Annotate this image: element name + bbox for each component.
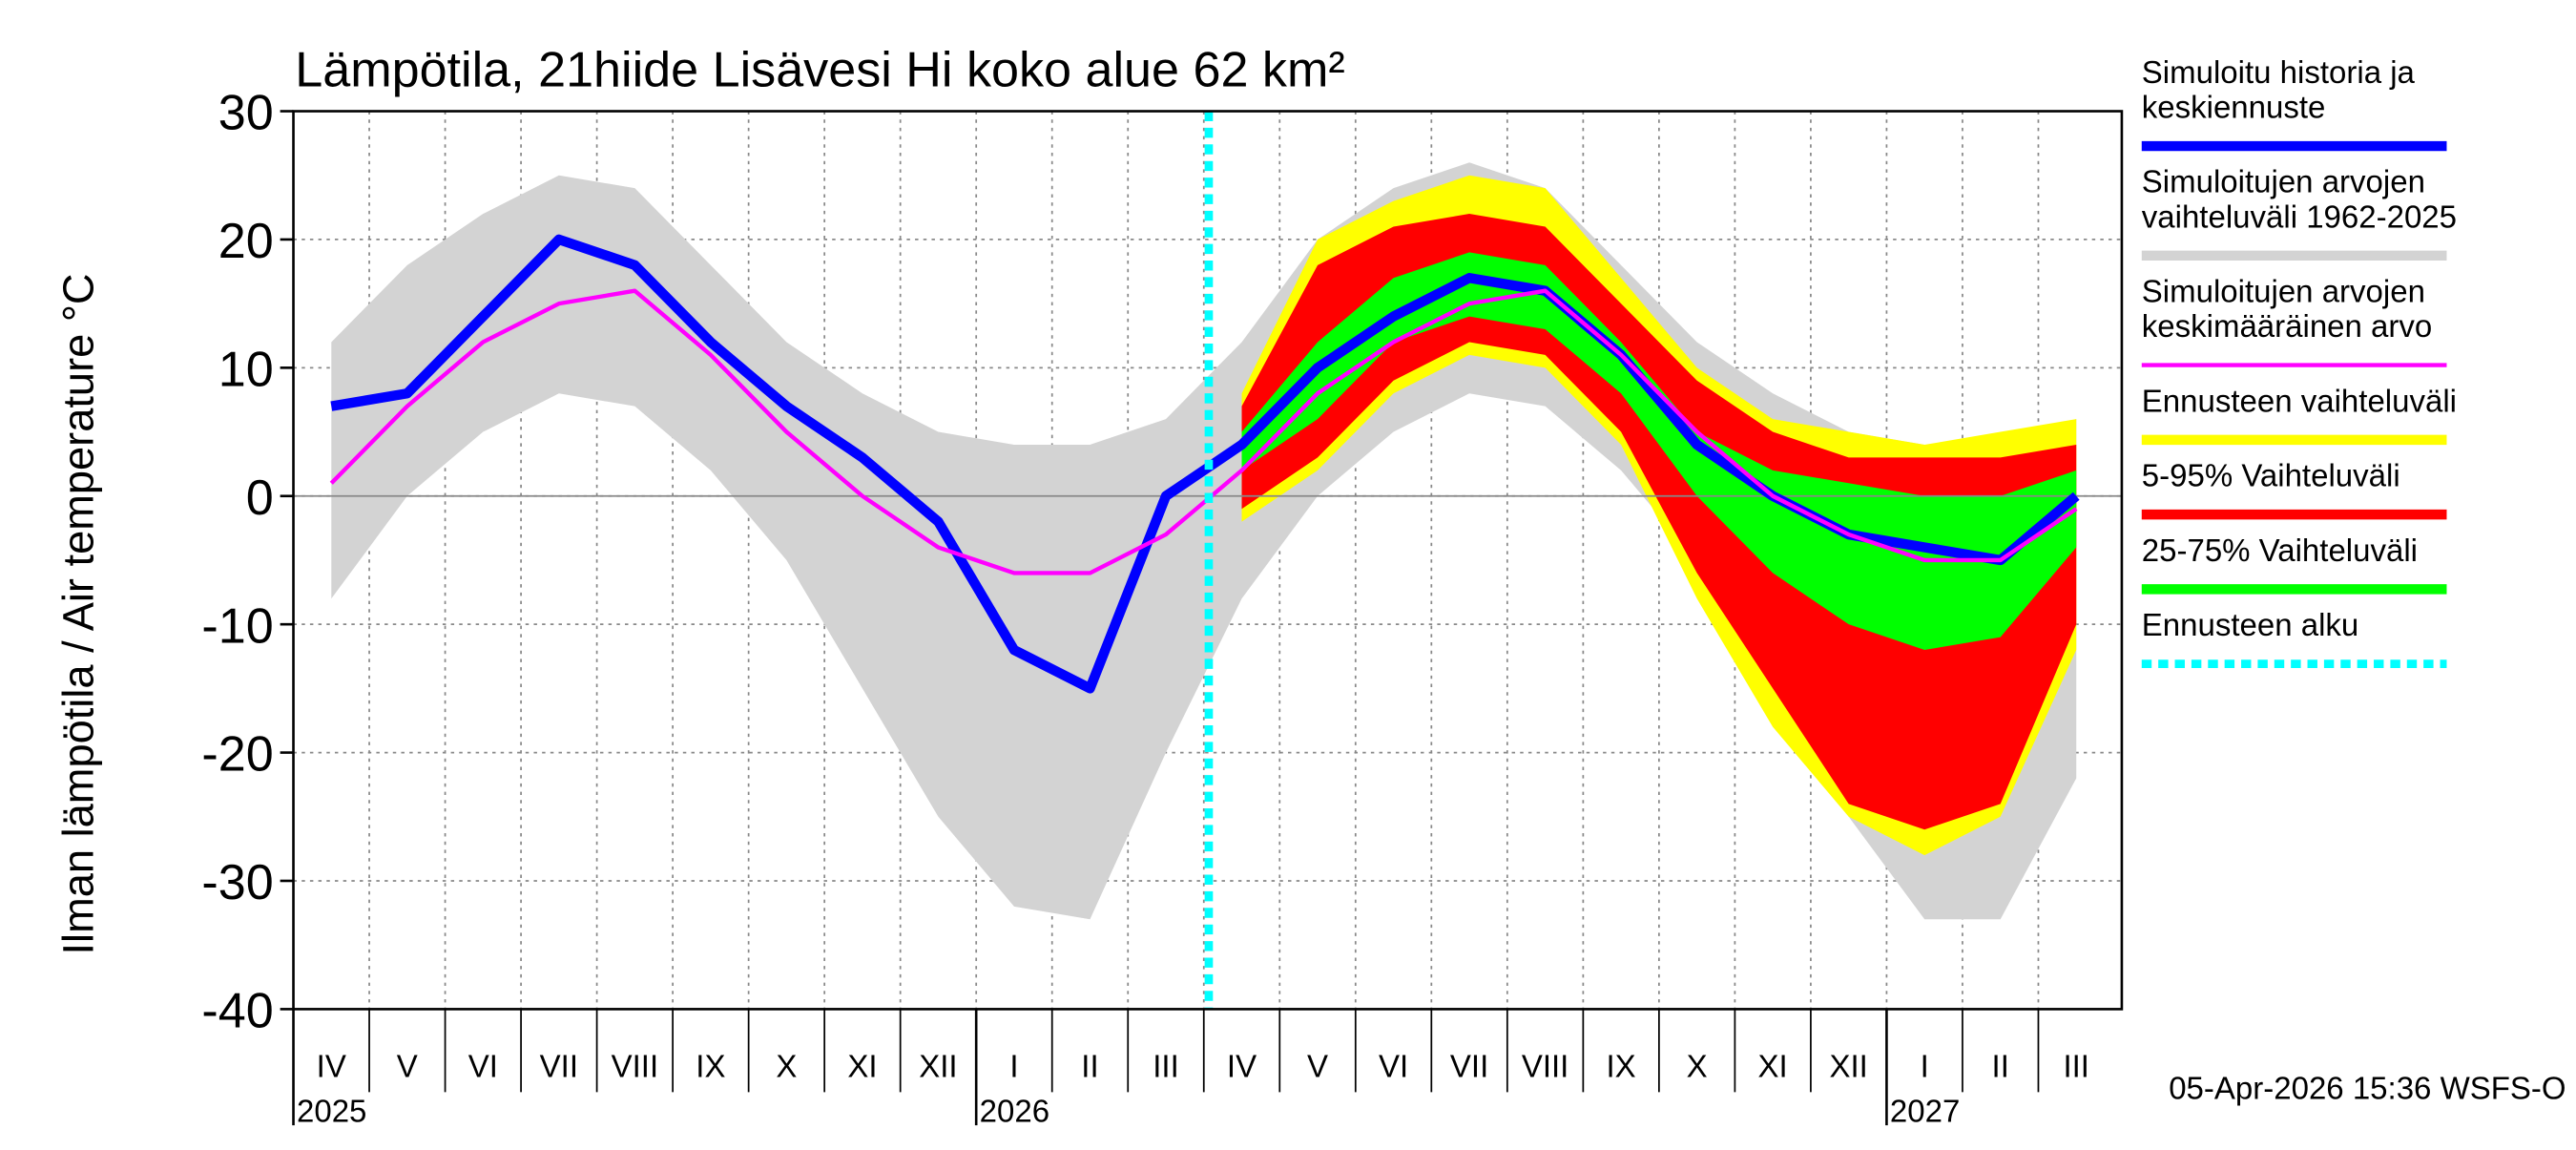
y-axis-label: Ilman lämpötila / Air temperature °C (53, 273, 102, 954)
x-tick-label: I (1009, 1049, 1018, 1084)
x-tick-label: VIII (1522, 1049, 1569, 1084)
x-tick-label: IX (696, 1049, 725, 1084)
x-tick-label: I (1921, 1049, 1929, 1084)
y-tick-label: 0 (246, 470, 274, 526)
x-tick-label: IV (1227, 1049, 1257, 1084)
band (1241, 214, 2077, 830)
y-tick-label: -10 (201, 598, 273, 654)
y-tick-label: 20 (218, 214, 274, 269)
x-tick-label: X (776, 1049, 797, 1084)
x-tick-label: VI (1379, 1049, 1408, 1084)
x-tick-label: III (1153, 1049, 1179, 1084)
x-tick-label: IV (317, 1049, 346, 1084)
chart-title: Lämpötila, 21hiide Lisävesi Hi koko alue… (295, 42, 1344, 97)
x-tick-label: VI (468, 1049, 498, 1084)
x-tick-label: XII (1829, 1049, 1867, 1084)
x-tick-label: III (2063, 1049, 2089, 1084)
y-tick-label: -40 (201, 983, 273, 1038)
x-tick-label: XI (847, 1049, 877, 1084)
legend-label: 5-95% Vaihteluväli (2142, 458, 2400, 493)
legend-label: Simuloitujen arvojen vaihteluväli 1962-20… (2142, 164, 2457, 235)
y-tick-label: 30 (218, 86, 274, 141)
legend-label: Ennusteen vaihteluväli (2142, 383, 2457, 418)
year-label: 2026 (980, 1094, 1049, 1129)
plot-frame (292, 110, 2124, 1011)
x-tick-label: II (1992, 1049, 2009, 1084)
band (1241, 252, 2077, 651)
x-tick-label: X (1687, 1049, 1708, 1084)
x-tick-label: XII (919, 1049, 957, 1084)
x-tick-label: VIII (612, 1049, 659, 1084)
legend-label: Simuloitu historia ja keskiennuste (2142, 54, 2416, 125)
x-tick-label: VII (540, 1049, 578, 1084)
x-tick-label: VII (1450, 1049, 1488, 1084)
legend-label: Simuloitujen arvojen keskimääräinen arvo (2142, 274, 2432, 345)
x-tick-label: XI (1758, 1049, 1788, 1084)
year-label: 2025 (297, 1094, 366, 1129)
y-tick-label: -30 (201, 855, 273, 910)
legend-label: Ennusteen alku (2142, 607, 2359, 642)
line (329, 288, 2078, 575)
y-tick-label: -20 (201, 727, 273, 783)
year-label: 2027 (1890, 1094, 1960, 1129)
x-tick-label: V (1307, 1049, 1328, 1084)
y-tick-label: 10 (218, 342, 274, 397)
x-tick-label: II (1081, 1049, 1098, 1084)
footer: 05-Apr-2026 15:36 WSFS-O (2169, 1070, 2566, 1105)
x-tick-label: V (397, 1049, 418, 1084)
x-tick-label: IX (1607, 1049, 1636, 1084)
legend-label: 25-75% Vaihteluväli (2142, 533, 2418, 568)
